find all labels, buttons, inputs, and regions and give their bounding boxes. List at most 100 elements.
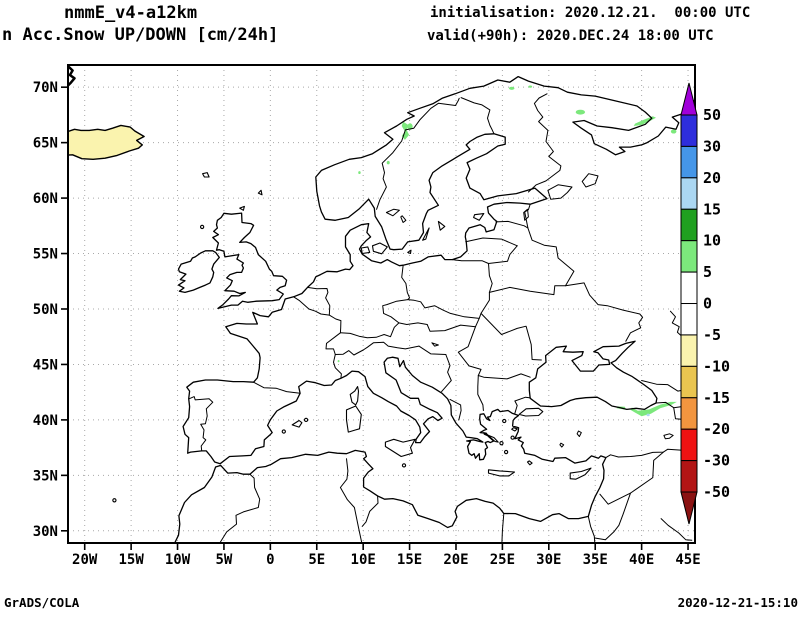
- snow-patch-pontic-strong-spot: [646, 413, 650, 417]
- coastline-island: [360, 246, 371, 255]
- coastline-black-sea: [528, 340, 658, 411]
- snow-patch-finnmark-dot-1: [508, 86, 515, 90]
- country-border: [514, 400, 518, 414]
- small-island-dot: [112, 498, 117, 503]
- colorbar-tick-label: 15: [703, 200, 721, 218]
- country-border: [527, 93, 562, 193]
- country-border: [339, 458, 363, 543]
- lat-tick-label: 40N: [33, 413, 58, 429]
- lat-tick-label: 45N: [33, 357, 58, 373]
- geography-layer: [68, 65, 695, 543]
- colorbar-segment: [680, 208, 698, 242]
- colorbar-tick-label: -30: [703, 452, 730, 470]
- country-border: [587, 515, 596, 543]
- country-border: [361, 495, 379, 527]
- country-border: [527, 227, 575, 287]
- lake-outline: [559, 442, 565, 448]
- grads-credit: GrADS/COLA: [4, 595, 80, 610]
- grid-lines: [68, 65, 695, 543]
- small-island-dot: [503, 449, 509, 455]
- colorbar-segment: [680, 334, 698, 367]
- lat-tick-label: 50N: [33, 302, 58, 318]
- country-border: [660, 518, 693, 541]
- country-border: [465, 237, 518, 247]
- lake-outline: [385, 208, 400, 217]
- lon-tick-label: 5E: [308, 552, 325, 568]
- country-border: [219, 473, 261, 543]
- country-border: [253, 381, 301, 394]
- lake-outline: [547, 184, 573, 200]
- colorbar-segment: [680, 177, 698, 210]
- lake-outline: [576, 430, 582, 437]
- country-border: [382, 265, 428, 325]
- coastline-island: [483, 432, 499, 443]
- snow-patch-kola-spot: [575, 109, 586, 115]
- coastline-mainland: [174, 75, 695, 543]
- coastline-ireland: [177, 250, 220, 294]
- coastline-island: [487, 469, 516, 477]
- small-island-dot: [502, 418, 507, 424]
- coastline-island: [345, 405, 362, 433]
- lon-tick-label: 0: [266, 552, 274, 568]
- coastline-island: [349, 386, 360, 406]
- coastline-island: [511, 427, 518, 432]
- country-border: [514, 396, 531, 402]
- coastline-island: [291, 419, 303, 428]
- country-border: [477, 375, 484, 411]
- lat-tick-label: 35N: [33, 468, 58, 484]
- lat-tick-label: 60N: [33, 191, 58, 207]
- colorbar-tick-label: -15: [703, 389, 730, 407]
- lon-tick-label: 15W: [118, 552, 144, 568]
- coastline-island: [384, 438, 416, 458]
- lat-tick-label: 30N: [33, 524, 58, 540]
- country-border: [495, 220, 529, 229]
- lon-tick-label: 30E: [536, 552, 561, 568]
- lon-tick-label: 15E: [397, 552, 422, 568]
- country-border: [451, 259, 493, 314]
- lon-tick-label: 35E: [583, 552, 608, 568]
- lake-outline: [663, 433, 674, 440]
- lat-tick-label: 65N: [33, 136, 58, 152]
- country-border: [480, 312, 542, 361]
- small-island-dot: [401, 463, 407, 468]
- model-title: nmmE_v4-a12km: [64, 3, 198, 23]
- small-island-dot: [510, 435, 515, 440]
- country-border: [460, 97, 495, 135]
- country-border: [407, 299, 482, 319]
- colorbar-tick-label: 30: [703, 137, 721, 155]
- lon-tick-label: 40E: [629, 552, 654, 568]
- valid-time-label: valid(+90h): 2020.DEC.24 18:00 UTC: [427, 28, 714, 44]
- colorbar-segment: [680, 145, 698, 179]
- country-border: [488, 282, 644, 342]
- country-border: [524, 203, 531, 229]
- colorbar-tick-label: -10: [703, 357, 730, 375]
- lat-tick-label: 55N: [33, 247, 58, 263]
- colorbar-segment: [680, 428, 698, 462]
- lon-tick-label: 10E: [351, 552, 376, 568]
- small-island-dot: [499, 441, 504, 446]
- colorbar-tick-label: -5: [703, 326, 721, 344]
- init-time-label: initialisation: 2020.12.21. 00:00 UTC: [430, 5, 751, 21]
- product-title: n Acc.Snow UP/DOWN [cm/24h]: [2, 25, 279, 45]
- colorbar-tick-label: -50: [703, 483, 730, 501]
- lat-tick-label: 70N: [33, 80, 58, 96]
- country-border: [594, 492, 631, 541]
- small-island-dot: [303, 417, 309, 423]
- snow-patch-mezen-dot: [670, 129, 677, 134]
- lon-tick-label: 45E: [675, 552, 700, 568]
- coastline-island: [202, 172, 210, 178]
- country-border: [376, 97, 460, 210]
- iceland-coast-snow-decrease: [68, 124, 145, 161]
- country-border: [334, 341, 420, 356]
- lake-outline: [431, 342, 439, 347]
- country-border: [307, 286, 331, 316]
- country-border: [441, 354, 452, 393]
- country-border: [293, 296, 342, 379]
- snow-patch-south-norway-dot-1: [386, 160, 390, 165]
- colorbar-segment: [680, 365, 698, 399]
- country-border: [418, 345, 447, 355]
- coastline-island: [422, 227, 430, 241]
- colorbar-tick-label: 10: [703, 232, 721, 250]
- snow-patch-finnmark-dot-2: [528, 85, 533, 88]
- coastline-island: [371, 242, 388, 255]
